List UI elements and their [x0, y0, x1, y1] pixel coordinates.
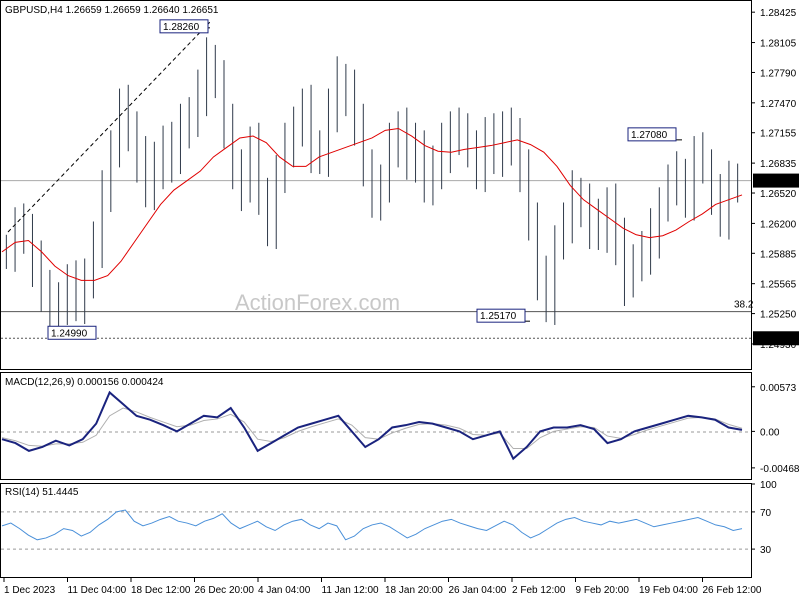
price-panel — [0, 0, 752, 370]
macd-label: MACD(12,26,9) 0.000156 0.000424 — [5, 377, 164, 388]
price-annotation-box — [476, 308, 526, 323]
time-tick-label: 19 Feb 04:00 — [639, 585, 698, 596]
time-tick-label: 18 Jan 20:00 — [385, 585, 443, 596]
price-tick-label: 1.28105 — [760, 39, 797, 50]
rsi-axis: 100 70 30 — [751, 480, 777, 556]
price-annotation-label: 1.24990 — [51, 328, 88, 339]
price-tick-label: 1.26200 — [760, 219, 797, 230]
price-annotation-label: 1.27080 — [631, 130, 668, 141]
macd-tick-label: 0.00573 — [760, 383, 797, 394]
price-annotation-label: 1.28260 — [163, 22, 200, 33]
price-annotation-label: 1.25170 — [480, 311, 517, 322]
price-tick-label: 1.26520 — [760, 189, 797, 200]
rsi-levels — [1, 511, 751, 550]
level-label: 38.2 — [734, 300, 754, 311]
rsi-tick-label: 70 — [760, 508, 772, 519]
rsi-label: RSI(14) 51.4445 — [5, 487, 79, 498]
time-axis: 1 Dec 2023 11 Dec 04:00 18 Dec 12:00 26 Dec… — [3, 578, 762, 596]
price-levels: 38.2 — [1, 180, 754, 339]
level-price-label: 1.24990 — [758, 334, 795, 345]
level-price-tag — [753, 331, 799, 346]
moving-average-line — [1, 127, 743, 281]
rsi-panel — [0, 483, 752, 578]
rsi-tick-label: 30 — [760, 545, 772, 556]
price-tick-label: 1.27470 — [760, 99, 797, 110]
macd-tick-label: -0.004685 — [760, 464, 800, 475]
time-tick-label: 4 Jan 04:00 — [258, 585, 311, 596]
price-tick-label: 1.27790 — [760, 68, 797, 79]
macd-axis: 0.00573 0.00 -0.004685 — [751, 383, 800, 475]
current-price-label: 1.26651 — [758, 177, 795, 188]
time-tick-label: 1 Dec 2023 — [4, 585, 56, 596]
macd-panel — [0, 372, 752, 480]
price-tick-label: 1.25250 — [760, 310, 797, 321]
time-tick-label: 11 Jan 12:00 — [322, 585, 380, 596]
price-annotation-box — [627, 127, 677, 142]
macd-tick-label: 0.00 — [760, 427, 780, 438]
time-tick-label: 26 Feb 12:00 — [703, 585, 762, 596]
time-tick-label: 2 Feb 12:00 — [512, 585, 566, 596]
price-candles — [5, 37, 739, 337]
time-tick-label: 26 Jan 04:00 — [449, 585, 507, 596]
rsi-tick-label: 100 — [760, 480, 777, 491]
price-annotation-box — [47, 325, 97, 340]
price-tick-label: 1.26835 — [760, 159, 797, 170]
price-tick-label: 1.27155 — [760, 129, 797, 140]
price-tick-label: 1.25565 — [760, 280, 797, 291]
price-tick-label: 1.28425 — [760, 8, 797, 19]
current-price-tag — [753, 173, 799, 188]
price-annotations: 1.28260 1.24990 1.25170 1.27080 — [47, 19, 682, 340]
time-tick-label: 11 Dec 04:00 — [68, 585, 127, 596]
rsi-line — [1, 509, 743, 541]
price-tick-label: 1.24930 — [760, 340, 797, 351]
time-tick-label: 9 Feb 20:00 — [576, 585, 630, 596]
macd-signal-line — [1, 407, 743, 450]
chart-header: GBPUSD,H4 1.26659 1.26659 1.26640 1.2665… — [5, 5, 219, 16]
price-annotation-box — [159, 19, 209, 34]
macd-main-line — [1, 390, 743, 461]
price-tick-label: 1.25885 — [760, 249, 797, 260]
time-tick-label: 18 Dec 12:00 — [131, 585, 191, 596]
price-axis: 1.28425 1.28105 1.27790 1.27470 1.27155 1.268… — [751, 8, 799, 351]
watermark: ActionForex.com — [235, 290, 400, 315]
time-tick-label: 26 Dec 20:00 — [195, 585, 255, 596]
